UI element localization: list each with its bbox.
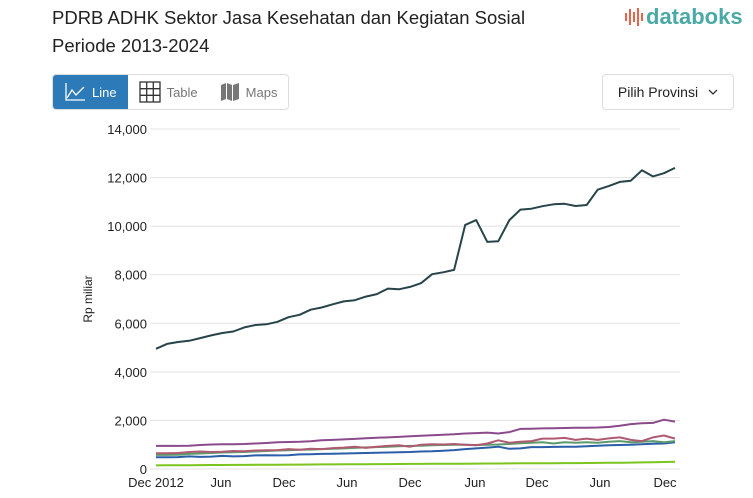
y-tick-label: 6,000	[114, 316, 147, 331]
tab-table-label: Table	[166, 84, 198, 100]
y-tick-label: 2,000	[114, 413, 147, 428]
x-tick-label: Dec	[398, 475, 422, 490]
x-tick-label: Jun	[590, 475, 611, 490]
x-tick-label: Dec	[272, 475, 296, 490]
x-tick-label: Dec	[525, 475, 549, 490]
logo-text: databoks	[646, 4, 743, 29]
y-tick-label: 0	[140, 462, 147, 477]
line-chart-icon	[65, 83, 85, 101]
series-line	[155, 166, 676, 350]
y-tick-label: 4,000	[114, 365, 147, 380]
y-tick-label: 8,000	[114, 268, 147, 283]
tab-maps-label: Maps	[245, 84, 278, 100]
view-tabs: Line Table Maps	[52, 74, 290, 110]
x-tick-label: Dec	[653, 475, 677, 490]
y-tick-label: 14,000	[107, 122, 147, 137]
series-line	[156, 440, 676, 456]
series-line	[156, 434, 676, 455]
x-tick-label: Dec 2012	[128, 475, 184, 490]
title-line-1: PDRB ADHK Sektor Jasa Kesehatan dan Kegi…	[52, 7, 526, 28]
series-line	[155, 460, 676, 467]
y-axis-label: Rp miliar	[81, 275, 95, 322]
y-tick-label: 10,000	[107, 219, 147, 234]
tab-maps[interactable]: Maps	[209, 75, 289, 109]
province-select[interactable]: Pilih Provinsi	[602, 74, 734, 110]
table-grid-icon	[138, 81, 161, 103]
logo-bars-icon	[625, 8, 643, 26]
tab-table[interactable]: Table	[128, 75, 209, 109]
y-tick-label: 12,000	[107, 171, 147, 186]
tab-line[interactable]: Line	[53, 75, 128, 109]
x-tick-label: Jun	[211, 475, 232, 490]
province-select-label: Pilih Provinsi	[617, 84, 699, 100]
x-tick-label: Jun	[337, 475, 358, 490]
x-tick-label: Jun	[465, 475, 486, 490]
chevron-down-icon	[708, 89, 718, 95]
series-line	[156, 418, 676, 447]
databoks-logo: databoks	[625, 4, 743, 30]
map-icon	[220, 83, 239, 101]
title-line-2: Periode 2013-2024	[52, 35, 210, 56]
tab-line-label: Line	[92, 84, 117, 100]
series-line	[156, 441, 676, 459]
chart-title: PDRB ADHK Sektor Jasa Kesehatan dan Kegi…	[52, 4, 525, 60]
